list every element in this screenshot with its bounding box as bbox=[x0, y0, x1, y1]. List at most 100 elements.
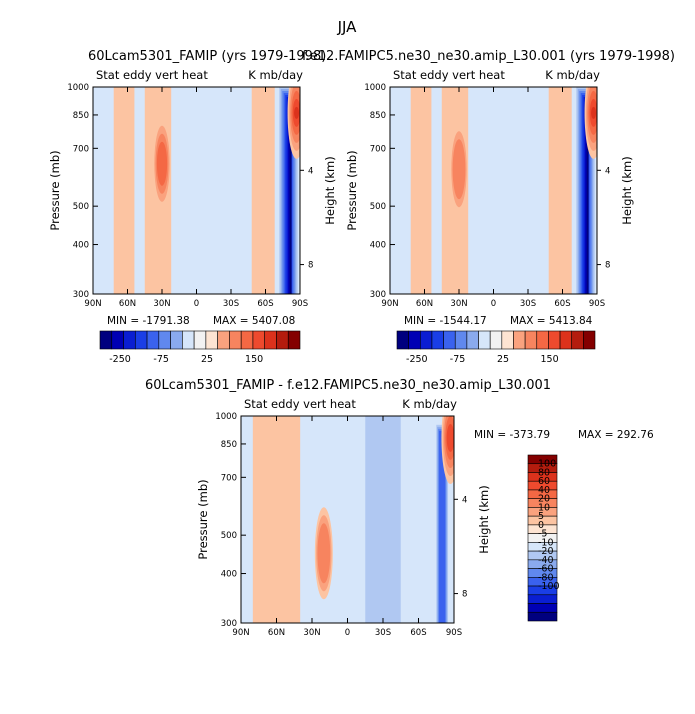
panel-a-colorbar-cell-6 bbox=[170, 330, 183, 350]
panel-b-feature-min-4-6 bbox=[585, 99, 588, 294]
panel-diff-stat-min: MIN = -373.79 bbox=[474, 429, 550, 441]
panel-diff-colorbar-label-0: 100 bbox=[538, 459, 556, 470]
panel-a-xtick-label-1: 60N bbox=[119, 299, 136, 309]
panel-diff-ytick-label-4: 850 bbox=[221, 440, 237, 450]
panel-b-colorbar-cell-16 bbox=[583, 330, 596, 350]
season-title: JJA bbox=[337, 18, 358, 36]
panel-diff-feature-max-4-4 bbox=[446, 423, 454, 452]
panel-b-feature-band-0 bbox=[410, 87, 432, 294]
panel-b-ytick-label-5: 1000 bbox=[364, 83, 386, 93]
panel-diff-xtick-label-6: 90S bbox=[446, 628, 462, 638]
panel-a-stat-min: MIN = -1791.38 bbox=[107, 315, 190, 327]
diff-title: 60Lcam5301_FAMIP - f.e12.FAMIPC5.ne30_ne… bbox=[145, 378, 551, 393]
panel-a-ytick-label-3: 700 bbox=[73, 144, 89, 154]
panel-diff-colorbar-label-7: 0 bbox=[538, 520, 544, 531]
panel-b-colorbar: -250 -75 25 150 bbox=[396, 330, 596, 365]
panel-a-colorbar-cell-0 bbox=[99, 330, 113, 350]
panel-b-xtick-label-1: 60N bbox=[416, 299, 433, 309]
panel-a-feature-max-5-5 bbox=[294, 106, 300, 119]
panel-diff-feature-max-1-2 bbox=[317, 523, 331, 584]
panel-b-colorbar-cell-3 bbox=[431, 330, 444, 350]
panel-a-xtick-label-6: 90S bbox=[292, 299, 308, 309]
panel-b-colorbar-label-1: -75 bbox=[450, 354, 466, 365]
panel-diff-feature-band-0 bbox=[252, 416, 301, 623]
panel-diff-ytick-label-1: 400 bbox=[221, 570, 237, 580]
panel-a-ytick-label-5: 1000 bbox=[67, 83, 89, 93]
panel-b-colorbar-cell-12 bbox=[536, 330, 549, 350]
panel-diff-colorbar-label-9: -10 bbox=[538, 537, 554, 548]
panel-diff-subtitle: Stat eddy vert heat bbox=[244, 397, 356, 411]
panel-a-colorbar-label-0: -250 bbox=[109, 354, 131, 365]
panel-diff-feature-min-3-3 bbox=[439, 430, 446, 623]
panel-a-ylabel: Pressure (mb) bbox=[48, 150, 62, 230]
panel-diff-units: K mb/day bbox=[402, 397, 457, 411]
panel-b-feature-min-4-7 bbox=[586, 101, 589, 294]
panel-diff-colorbar-label-5: 10 bbox=[538, 502, 550, 513]
panel-diff-ylabel: Pressure (mb) bbox=[196, 479, 210, 559]
panel-a-colorbar-cell-8 bbox=[193, 330, 207, 350]
panel-a-feature-min-4-7 bbox=[289, 101, 292, 294]
panel-b-ylabel: Pressure (mb) bbox=[345, 150, 359, 230]
panel-b-colorbar-cell-7 bbox=[478, 330, 491, 350]
panel-diff-colorbar-label-1: 80 bbox=[538, 467, 550, 478]
panel-b-stat-max: MAX = 5413.84 bbox=[510, 315, 593, 327]
panel-diff-feature-band-2 bbox=[365, 416, 401, 623]
panel-b-xtick-label-3: 0 bbox=[491, 299, 496, 309]
panel-a: 90N 60N 30N 0 30S 60S 90S 300 400 500 700 850 1000 8 4… bbox=[48, 68, 337, 365]
panel-a-xtick-label-2: 30N bbox=[153, 299, 170, 309]
panel-diff-colorbar-label-2: 60 bbox=[538, 476, 550, 487]
panel-diff-colorbar-label-6: 5 bbox=[538, 511, 544, 522]
panel-diff-ytick-label-5: 1000 bbox=[215, 412, 237, 422]
panel-diff-colorbar-label-14: -100 bbox=[538, 581, 560, 592]
panel-a-colorbar-cell-9 bbox=[205, 330, 218, 350]
panel-a-colorbar: -250 -75 25 150 bbox=[99, 330, 301, 365]
panel-b-colorbar-cell-5 bbox=[454, 330, 468, 350]
panel-b-colorbar-cell-8 bbox=[489, 330, 503, 350]
panel-diff-htick-label-0: 8 bbox=[462, 590, 467, 600]
panel-b-ytick-label-3: 700 bbox=[370, 144, 386, 154]
panel-a-xtick-label-0: 90N bbox=[84, 299, 101, 309]
panel-a-xtick-label-3: 0 bbox=[194, 299, 199, 309]
panel-b-colorbar-cell-9 bbox=[501, 330, 514, 350]
panel-a-colorbar-cell-10 bbox=[217, 330, 230, 350]
panel-b-ytick-label-0: 300 bbox=[370, 290, 386, 300]
panel-a-ytick-label-1: 400 bbox=[73, 241, 89, 251]
panel-diff: 90N 60N 30N 0 30S 60S 90S300400500700850100084… bbox=[196, 397, 654, 638]
panel-b-htick-label-1: 4 bbox=[605, 166, 610, 176]
panel-a-ytick-label-2: 500 bbox=[73, 202, 89, 212]
panel-b-colorbar-label-2: 25 bbox=[497, 354, 509, 365]
panel-b-colorbar-cell-10 bbox=[513, 330, 526, 350]
panel-diff-xtick-label-0: 90N bbox=[232, 628, 249, 638]
panel-a-feature-min-4-6 bbox=[288, 99, 291, 294]
panel-b-units: K mb/day bbox=[545, 68, 600, 82]
panel-b: 90N 60N 30N 0 30S 60S 90S 300 400 500 700 850 1000 8 4… bbox=[345, 68, 634, 365]
panel-b-colorbar-cell-2 bbox=[419, 330, 433, 350]
panel-a-colorbar-cell-15 bbox=[276, 330, 289, 350]
panel-a-xtick-label-4: 30S bbox=[223, 299, 239, 309]
panel-a-units: K mb/day bbox=[248, 68, 303, 82]
panel-diff-colorbar-cell-16 bbox=[527, 594, 558, 604]
panel-b-htick-label-0: 8 bbox=[605, 261, 610, 271]
panel-b-ytick-label-4: 850 bbox=[370, 111, 386, 121]
panel-a-feature-band-0 bbox=[113, 87, 135, 294]
panel-b-xtick-label-2: 30N bbox=[450, 299, 467, 309]
panel-diff-xtick-label-5: 60S bbox=[410, 628, 426, 638]
panel-b-xtick-label-5: 60S bbox=[554, 299, 570, 309]
panel-b-colorbar-cell-11 bbox=[524, 330, 538, 350]
panel-diff-colorbar-cell-17 bbox=[527, 603, 558, 613]
panel-a-colorbar-cell-5 bbox=[158, 330, 171, 350]
panel-b-colorbar-cell-4 bbox=[443, 330, 456, 350]
panel-diff-xtick-label-1: 60N bbox=[268, 628, 285, 638]
panel-diff-colorbar-cell-18 bbox=[527, 611, 558, 622]
panel-diff-ylabel-right: Height (km) bbox=[477, 485, 491, 554]
panel-b-xtick-label-6: 90S bbox=[589, 299, 605, 309]
panel-a-subtitle: Stat eddy vert heat bbox=[96, 68, 208, 82]
panel-a-htick-label-1: 4 bbox=[308, 166, 313, 176]
panel-a-colorbar-cell-16 bbox=[287, 330, 301, 350]
panel-diff-ytick-label-0: 300 bbox=[221, 619, 237, 629]
panel-b-title: f.e12.FAMIPC5.ne30_ne30.amip_L30.001 (yr… bbox=[302, 49, 675, 64]
panel-b-xtick-label-0: 90N bbox=[381, 299, 398, 309]
panel-a-colorbar-cell-14 bbox=[264, 330, 277, 350]
